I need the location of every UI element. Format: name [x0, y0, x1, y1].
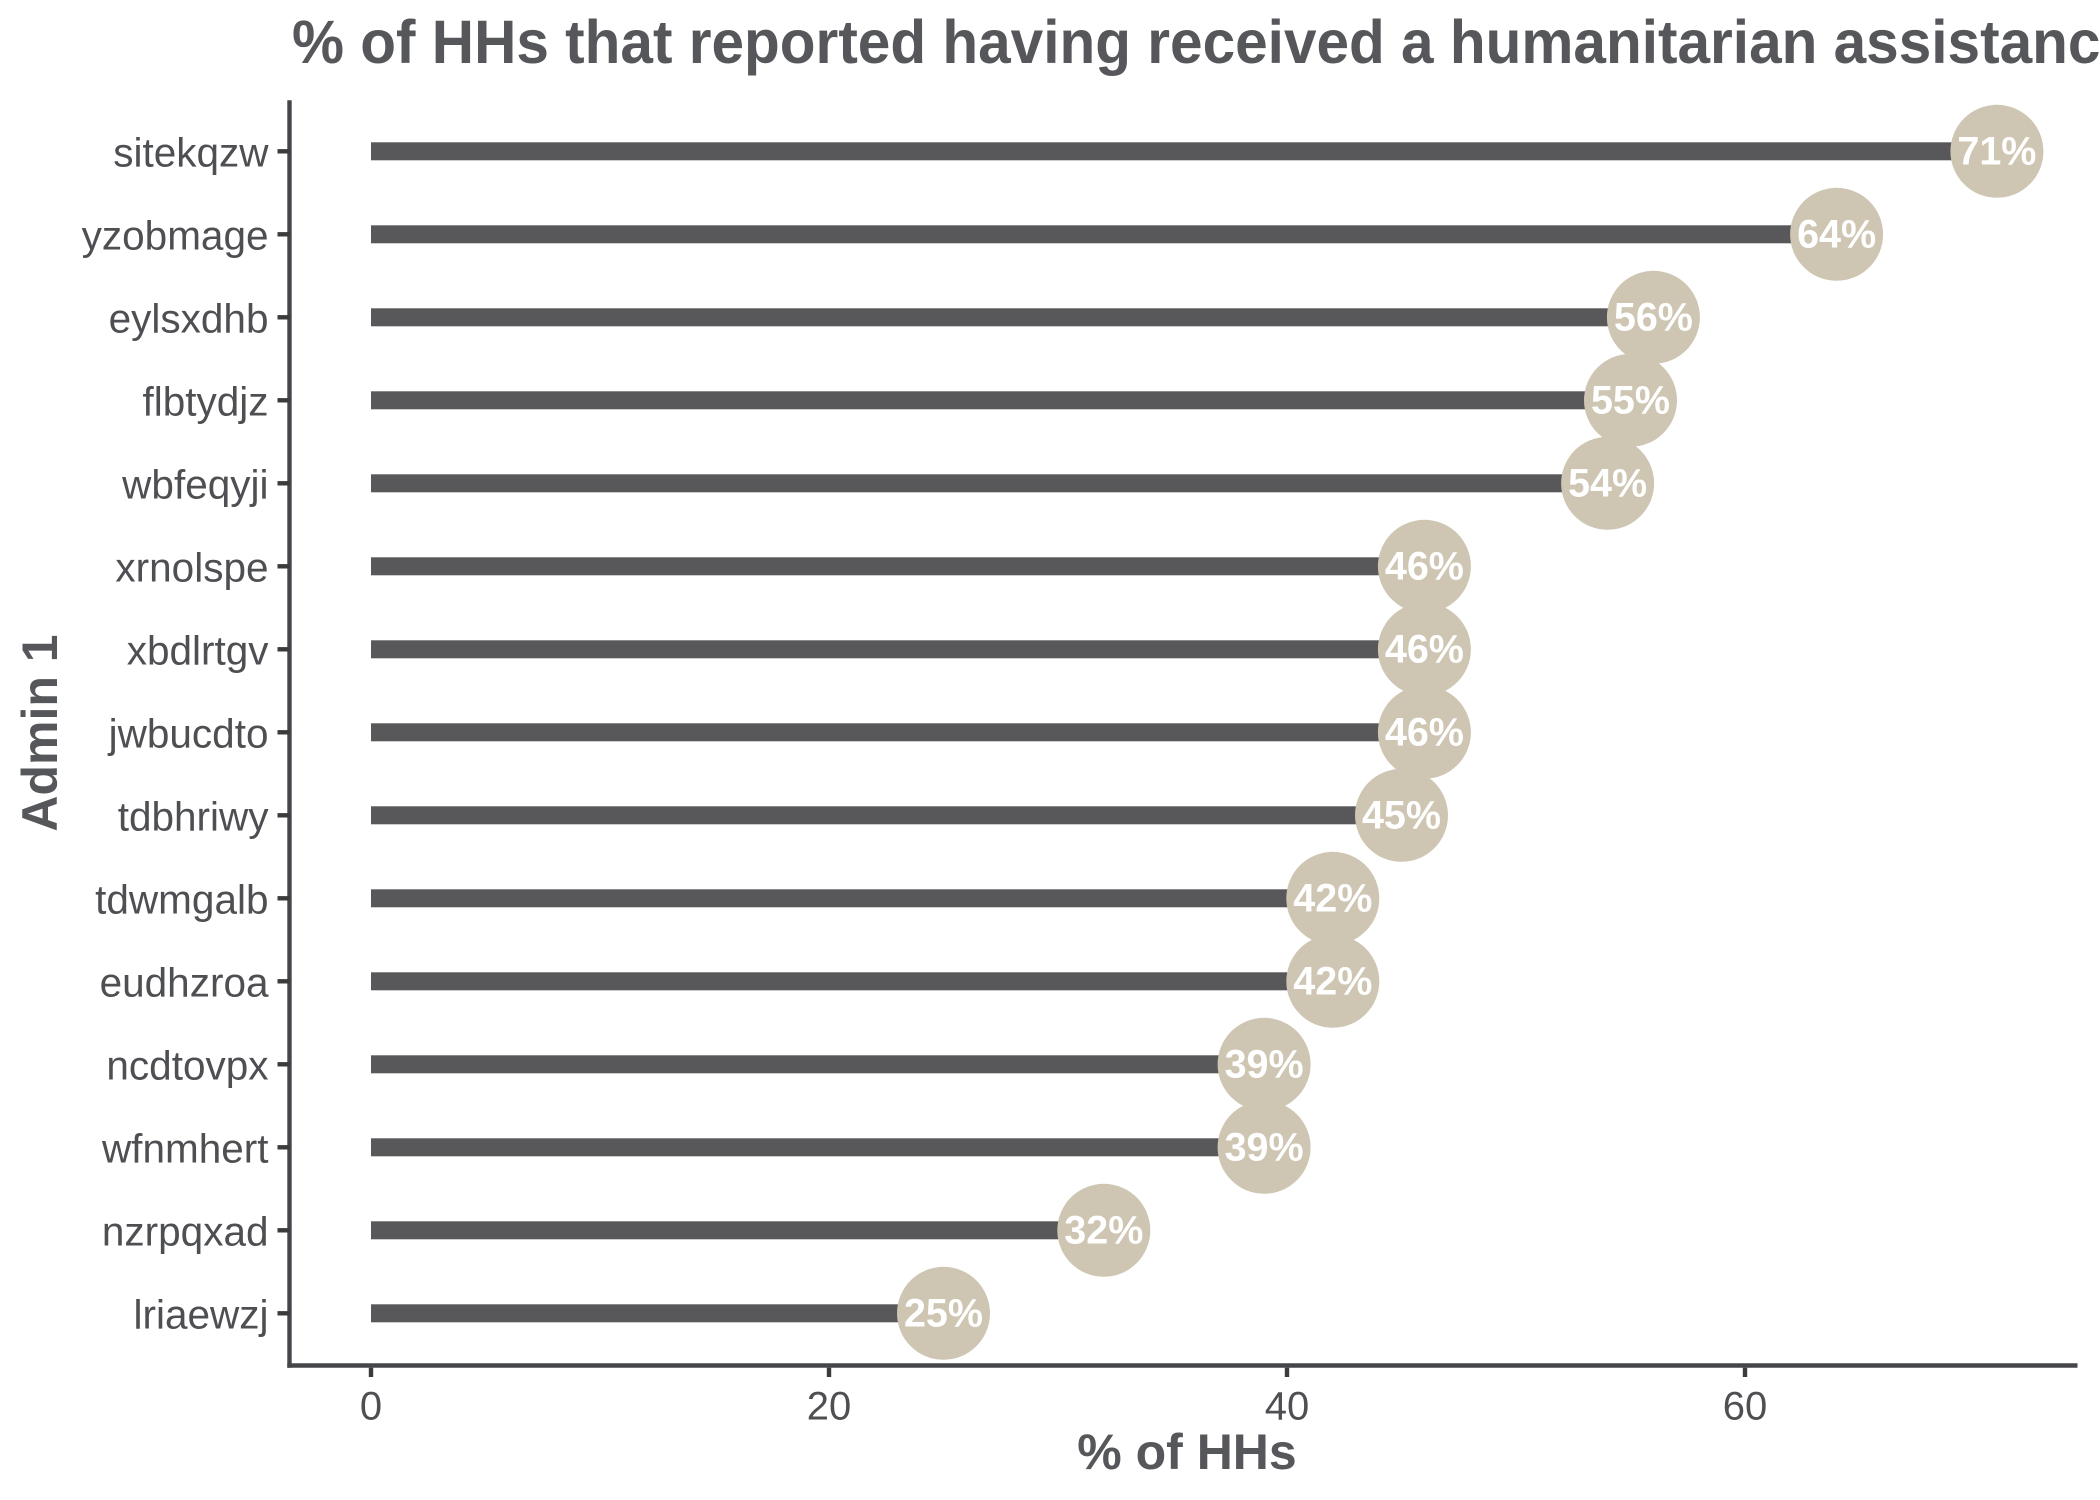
svg-text:xbdlrtgv: xbdlrtgv	[127, 627, 270, 673]
svg-text:wbfeqyji: wbfeqyji	[121, 461, 268, 507]
svg-text:45%: 45%	[1362, 794, 1441, 838]
svg-text:55%: 55%	[1591, 379, 1670, 423]
svg-text:39%: 39%	[1225, 1043, 1304, 1087]
svg-text:ncdtovpx: ncdtovpx	[106, 1042, 268, 1088]
svg-text:42%: 42%	[1293, 960, 1372, 1004]
svg-text:25%: 25%	[904, 1292, 983, 1336]
svg-text:% of HHs: % of HHs	[1077, 1424, 1296, 1480]
svg-text:46%: 46%	[1385, 545, 1464, 589]
svg-text:46%: 46%	[1385, 628, 1464, 672]
svg-text:tdwmgalb: tdwmgalb	[95, 876, 268, 922]
svg-text:xrnolspe: xrnolspe	[115, 544, 268, 590]
svg-text:56%: 56%	[1614, 296, 1693, 340]
svg-text:60: 60	[1723, 1385, 1768, 1429]
svg-text:eylsxdhb: eylsxdhb	[109, 295, 269, 341]
svg-text:tdbhriwy: tdbhriwy	[118, 793, 270, 839]
svg-text:Admin 1: Admin 1	[12, 634, 68, 831]
svg-text:39%: 39%	[1225, 1126, 1304, 1170]
svg-text:40: 40	[1265, 1385, 1310, 1429]
svg-text:71%: 71%	[1957, 130, 2036, 174]
svg-text:flbtydjz: flbtydjz	[142, 378, 268, 424]
svg-text:42%: 42%	[1293, 877, 1372, 921]
svg-text:20: 20	[807, 1385, 852, 1429]
svg-text:nzrpqxad: nzrpqxad	[102, 1208, 269, 1254]
svg-text:64%: 64%	[1797, 213, 1876, 257]
svg-text:eudhzroa: eudhzroa	[100, 959, 269, 1005]
svg-text:% of HHs that reported having: % of HHs that reported having received a…	[292, 8, 2100, 76]
svg-text:jwbucdto: jwbucdto	[108, 710, 269, 756]
svg-text:0: 0	[360, 1385, 382, 1429]
svg-text:46%: 46%	[1385, 711, 1464, 755]
svg-text:lriaewzj: lriaewzj	[133, 1291, 268, 1337]
svg-text:wfnmhert: wfnmhert	[101, 1125, 269, 1171]
svg-text:54%: 54%	[1568, 462, 1647, 506]
svg-text:yzobmage: yzobmage	[82, 212, 269, 258]
svg-text:32%: 32%	[1064, 1209, 1143, 1253]
svg-text:sitekqzw: sitekqzw	[113, 129, 269, 175]
